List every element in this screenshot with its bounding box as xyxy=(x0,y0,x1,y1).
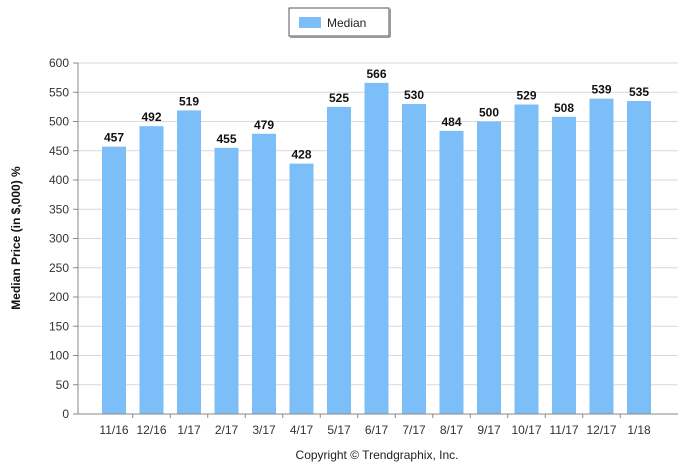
x-tick-label: 11/16 xyxy=(99,423,128,437)
y-tick-label: 300 xyxy=(49,232,69,246)
x-tick-label: 12/16 xyxy=(136,423,166,437)
x-tick-label: 11/17 xyxy=(549,423,578,437)
bar-9-17 xyxy=(477,121,501,414)
legend-label-median: Median xyxy=(327,16,366,30)
data-label: 455 xyxy=(216,132,236,146)
data-label: 457 xyxy=(104,131,124,145)
y-tick-label: 200 xyxy=(49,290,69,304)
x-tick-label: 3/17 xyxy=(252,423,276,437)
data-label: 484 xyxy=(441,115,461,129)
x-tick-label: 4/17 xyxy=(290,423,314,437)
x-tick-label: 12/17 xyxy=(586,423,616,437)
data-label: 529 xyxy=(516,89,536,103)
data-label: 566 xyxy=(366,67,386,81)
y-axis-ticks: 0 50 100 150 200 250 300 350 400 450 500 550 600 xyxy=(49,56,78,421)
bar-4-17 xyxy=(289,163,314,414)
y-tick-label: 450 xyxy=(49,144,69,158)
bar-11-16 xyxy=(102,146,126,414)
bar-3-17 xyxy=(252,133,276,414)
y-tick-label: 600 xyxy=(49,56,69,70)
y-tick-label: 550 xyxy=(49,85,69,99)
y-tick-label: 100 xyxy=(49,349,69,363)
bar-5-17 xyxy=(327,106,351,414)
y-tick-label: 0 xyxy=(62,407,69,421)
x-tick-label: 1/17 xyxy=(177,423,201,437)
data-label: 492 xyxy=(141,110,161,124)
bar-12-17 xyxy=(589,98,614,414)
bar-1-17 xyxy=(177,110,201,414)
data-label: 519 xyxy=(179,94,199,108)
copyright-footer: Copyright © Trendgraphix, Inc. xyxy=(296,448,459,462)
x-tick-label: 1/18 xyxy=(627,423,651,437)
data-label: 525 xyxy=(329,91,349,105)
y-axis-title: Median Price (in $,000) % xyxy=(9,166,23,310)
y-tick-label: 350 xyxy=(49,202,69,216)
data-label: 500 xyxy=(479,106,499,120)
legend: Median xyxy=(288,7,391,38)
bar-12-16 xyxy=(139,126,164,415)
legend-swatch-median xyxy=(299,17,321,28)
bar-6-17 xyxy=(364,82,389,414)
data-label: 428 xyxy=(291,148,311,162)
x-tick-label: 5/17 xyxy=(327,423,351,437)
y-tick-label: 400 xyxy=(49,173,69,187)
data-labels: 457 492 519 455 479 428 525 566 530 484 500 529 508 5… xyxy=(104,67,649,162)
data-label: 535 xyxy=(629,85,649,99)
data-label: 508 xyxy=(554,101,574,115)
bar-10-17 xyxy=(514,104,539,414)
bars xyxy=(102,82,651,415)
data-label: 479 xyxy=(254,118,274,132)
x-tick-label: 7/17 xyxy=(402,423,426,437)
bar-8-17 xyxy=(439,130,464,415)
x-tick-label: 9/17 xyxy=(477,423,501,437)
y-tick-label: 250 xyxy=(49,261,69,275)
bar-2-17 xyxy=(214,147,239,414)
bar-11-17 xyxy=(552,116,576,414)
x-tick-label: 2/17 xyxy=(215,423,239,437)
x-tick-label: 6/17 xyxy=(365,423,389,437)
x-axis-ticks: 11/16 12/16 1/17 2/17 3/17 4/17 5/17 6/17 7/17 8/… xyxy=(99,414,651,437)
data-label: 530 xyxy=(404,88,424,102)
y-tick-label: 500 xyxy=(49,115,69,129)
x-tick-label: 10/17 xyxy=(511,423,541,437)
x-tick-label: 8/17 xyxy=(440,423,464,437)
y-tick-label: 50 xyxy=(56,378,70,392)
bar-7-17 xyxy=(402,103,426,414)
bar-1-18 xyxy=(627,101,651,415)
data-label: 539 xyxy=(591,83,611,97)
y-tick-label: 150 xyxy=(49,319,69,333)
